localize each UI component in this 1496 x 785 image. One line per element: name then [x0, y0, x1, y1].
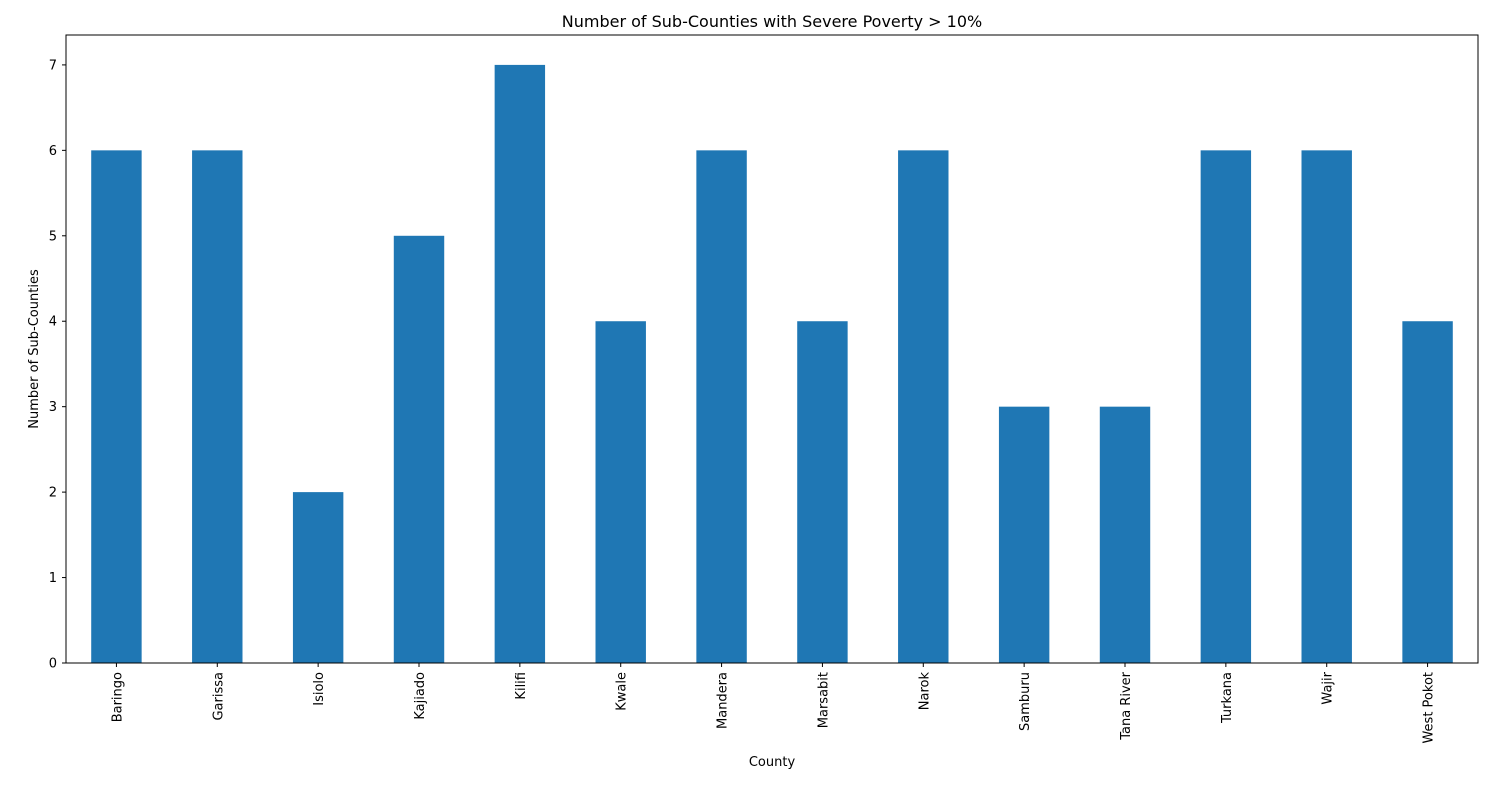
y-tick-label: 5	[49, 229, 57, 244]
y-tick-label: 0	[49, 657, 57, 672]
x-tick-label: Narok	[917, 672, 932, 711]
x-tick-label: Tana River	[1119, 671, 1134, 740]
x-tick-label: West Pokot	[1422, 672, 1437, 744]
bar-garissa	[192, 150, 243, 664]
bar-samburu	[998, 406, 1050, 663]
x-tick-label: Kwale	[615, 672, 630, 711]
chart-title: Number of Sub-Counties with Severe Pover…	[562, 12, 982, 31]
bars-group	[91, 64, 1453, 664]
bar-kilifi	[494, 64, 546, 663]
y-tick-label: 4	[49, 315, 57, 330]
y-axis-label: Number of Sub-Counties	[27, 269, 42, 429]
bar-west-pokot	[1402, 321, 1453, 663]
bar-marsabit	[797, 321, 848, 663]
x-axis: Baringo Garissa Isiolo Kajiado Kilifi Kwale Ma…	[110, 663, 1437, 744]
bar-kwale	[595, 321, 646, 663]
bar-baringo	[91, 150, 142, 664]
x-tick-label: Turkana	[1220, 672, 1235, 724]
bar-isiolo	[292, 492, 344, 663]
bar-turkana	[1200, 150, 1252, 664]
x-tick-label: Samburu	[1018, 672, 1033, 731]
bar-narok	[898, 150, 949, 664]
y-tick-label: 2	[49, 486, 57, 501]
y-tick-label: 6	[49, 144, 57, 159]
y-tick-label: 1	[49, 571, 57, 586]
y-tick-label: 7	[49, 58, 57, 73]
x-tick-label: Kajiado	[413, 672, 428, 720]
y-axis: 0 1 2 3 4 5 6 7	[49, 58, 66, 672]
bar-kajiado	[393, 235, 445, 664]
x-tick-label: Mandera	[716, 672, 731, 729]
x-tick-label: Garissa	[211, 672, 226, 721]
x-tick-label: Baringo	[110, 672, 125, 722]
x-axis-label: County	[749, 755, 796, 770]
bar-wajir	[1301, 150, 1352, 664]
y-tick-label: 3	[49, 400, 57, 415]
bar-tana-river	[1099, 406, 1151, 663]
x-tick-label: Isiolo	[312, 672, 327, 706]
x-tick-label: Marsabit	[816, 672, 831, 728]
bar-mandera	[696, 150, 747, 664]
x-tick-label: Kilifi	[514, 672, 529, 700]
x-tick-label: Wajir	[1321, 671, 1336, 704]
plot-frame	[65, 34, 1479, 664]
